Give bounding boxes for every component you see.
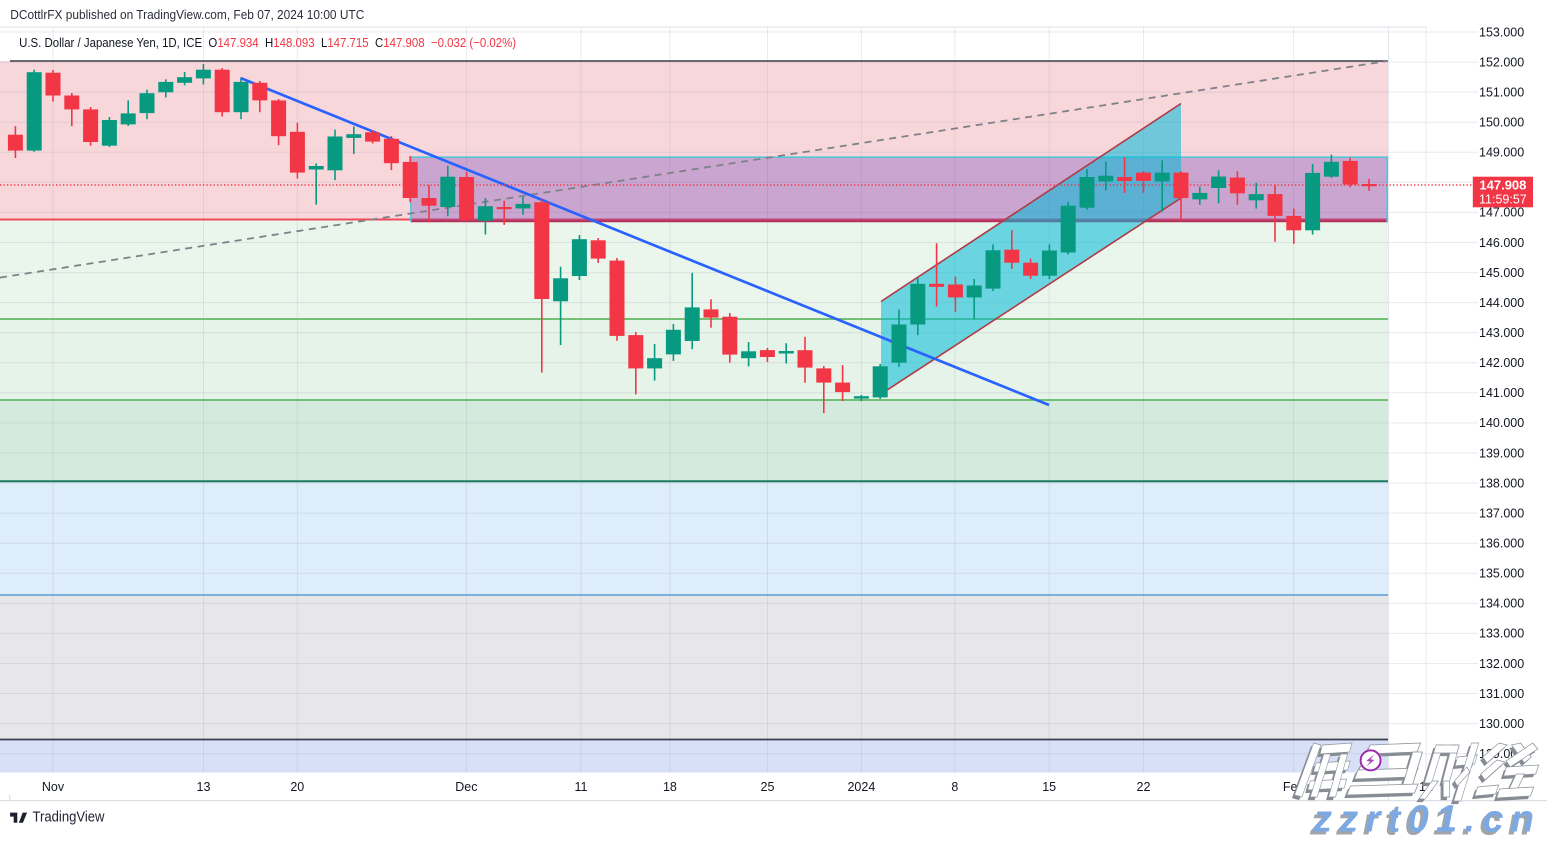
- svg-text:144.000: 144.000: [1479, 296, 1524, 310]
- svg-text:142.000: 142.000: [1479, 356, 1524, 370]
- svg-text:zzrt01.cn: zzrt01.cn: [1312, 799, 1541, 837]
- svg-text:25: 25: [761, 780, 775, 794]
- svg-text:8: 8: [951, 780, 958, 794]
- svg-text:134.000: 134.000: [1479, 597, 1524, 611]
- svg-text:146.000: 146.000: [1479, 236, 1524, 250]
- svg-text:135.000: 135.000: [1479, 567, 1524, 581]
- svg-text:11: 11: [575, 780, 588, 794]
- svg-text:147.000: 147.000: [1479, 206, 1524, 220]
- svg-text:137.000: 137.000: [1479, 506, 1524, 520]
- svg-text:13: 13: [197, 780, 211, 794]
- svg-text:15: 15: [1042, 780, 1056, 794]
- svg-text:153.000: 153.000: [1479, 25, 1524, 39]
- svg-text:18: 18: [663, 780, 677, 794]
- svg-text:2024: 2024: [847, 780, 875, 794]
- svg-text:149.000: 149.000: [1479, 146, 1524, 160]
- svg-text:138.000: 138.000: [1479, 476, 1524, 490]
- svg-text:136.000: 136.000: [1479, 537, 1524, 551]
- svg-text:DCottlrFX published on Trading: DCottlrFX published on TradingView.com, …: [10, 7, 364, 22]
- svg-text:20: 20: [290, 780, 304, 794]
- svg-text:145.000: 145.000: [1479, 266, 1524, 280]
- svg-text:141.000: 141.000: [1479, 386, 1524, 400]
- svg-text:133.000: 133.000: [1479, 627, 1524, 641]
- svg-text:U.S. Dollar / Japanese Yen, 1D: U.S. Dollar / Japanese Yen, 1D, ICE O147…: [19, 35, 516, 50]
- svg-text:132.000: 132.000: [1479, 657, 1524, 671]
- svg-text:131.000: 131.000: [1479, 687, 1524, 701]
- svg-text:Dec: Dec: [455, 780, 477, 794]
- svg-text:22: 22: [1137, 780, 1151, 794]
- svg-text:143.000: 143.000: [1479, 326, 1524, 340]
- svg-text:11:59:57: 11:59:57: [1479, 192, 1527, 206]
- svg-text:139.000: 139.000: [1479, 446, 1524, 460]
- svg-text:147.908: 147.908: [1479, 178, 1526, 193]
- svg-text:150.000: 150.000: [1479, 116, 1524, 130]
- svg-text:130.000: 130.000: [1479, 717, 1524, 731]
- svg-text:Nov: Nov: [42, 780, 65, 794]
- svg-text:140.000: 140.000: [1479, 416, 1524, 430]
- svg-text:zzrt01.cn: zzrt01.cn: [1309, 802, 1538, 837]
- svg-text:TradingView: TradingView: [33, 809, 105, 826]
- svg-text:151.000: 151.000: [1479, 85, 1524, 99]
- svg-text:152.000: 152.000: [1479, 55, 1524, 69]
